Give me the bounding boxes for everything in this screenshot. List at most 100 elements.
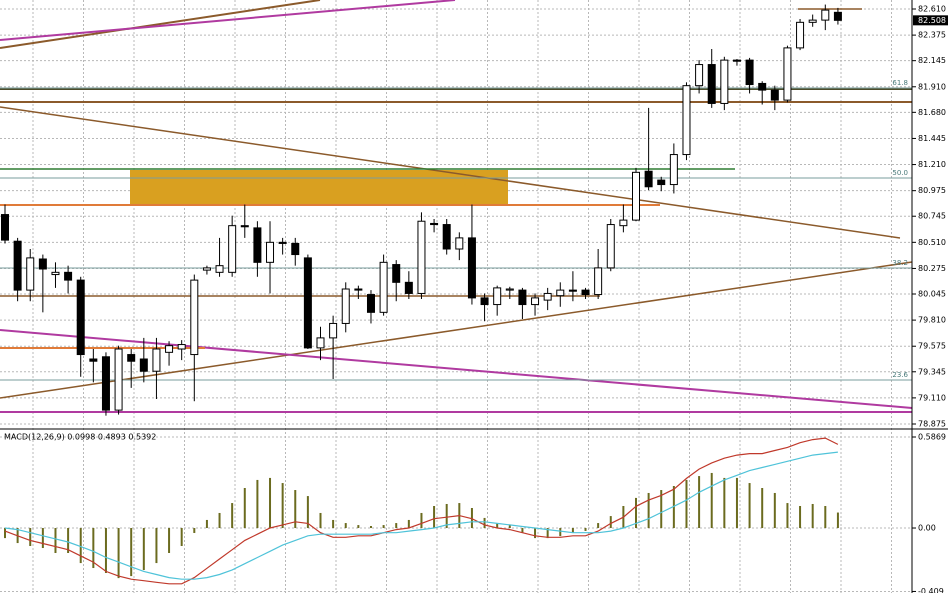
candle-body — [152, 348, 161, 372]
candle-body — [139, 358, 148, 372]
fib-label: 50.0 — [892, 169, 908, 177]
trend-line — [0, 329, 913, 409]
candle-body — [89, 358, 98, 362]
trend-line — [0, 0, 321, 49]
y-tick-label: 82.145 — [918, 56, 946, 65]
candle-body — [291, 242, 300, 256]
y-tick-label: 82.610 — [918, 5, 946, 14]
candle-body — [13, 240, 22, 291]
y-tick-label: 0.5869 — [918, 432, 946, 441]
candle-body — [644, 170, 653, 188]
candle-body — [594, 267, 603, 296]
candle-body — [467, 237, 476, 299]
trend-line — [0, 261, 913, 399]
candle-body — [329, 322, 338, 339]
y-tick-label: 79.110 — [918, 393, 946, 402]
last-price-label: 82.508 — [918, 16, 946, 25]
candle-body — [783, 47, 792, 101]
candle-body — [770, 89, 779, 101]
y-tick-label: 81.445 — [918, 134, 946, 143]
candle-body — [606, 224, 615, 269]
candle-body — [531, 297, 540, 306]
y-tick-label: 79.345 — [918, 367, 946, 376]
candle-body — [38, 258, 47, 270]
y-tick-label: 80.275 — [918, 264, 946, 273]
fib-label: 61.8 — [892, 79, 908, 87]
candle-body — [76, 279, 85, 356]
y-tick-label: 78.875 — [918, 420, 946, 429]
candle-body — [657, 179, 666, 186]
candle-body — [796, 21, 805, 49]
candle-body — [26, 257, 35, 291]
zone-box — [130, 170, 508, 205]
candle-body — [417, 220, 426, 294]
y-tick-label: 81.210 — [918, 160, 946, 169]
y-tick-label: 80.045 — [918, 290, 946, 299]
candle-body — [821, 9, 830, 21]
candle-body — [114, 348, 123, 411]
candle-body — [215, 265, 224, 273]
candle-body — [568, 289, 577, 292]
candle-body — [493, 287, 502, 306]
candle-body — [379, 261, 388, 313]
trend-line — [0, 0, 456, 41]
candle-body — [266, 241, 275, 263]
fib-label: 38.2 — [892, 259, 908, 267]
candle-body — [202, 267, 211, 271]
candle-body — [430, 222, 439, 226]
candle-body — [404, 281, 413, 294]
y-tick-label: 82.375 — [918, 31, 946, 40]
candle-body — [695, 64, 704, 87]
candle-body — [190, 279, 199, 356]
candle-body — [253, 227, 262, 263]
candle-body — [480, 297, 489, 306]
macd-title: MACD(12,26,9) 0.0998 0.4893 0.5392 — [4, 433, 156, 442]
candle-body — [833, 11, 842, 21]
y-tick-label: 80.510 — [918, 238, 946, 247]
y-tick-label: 81.910 — [918, 82, 946, 91]
candle-body — [543, 292, 552, 301]
fib-label: 23.6 — [892, 371, 908, 379]
candle-body — [101, 356, 110, 411]
y-tick-label: 0.00 — [918, 524, 936, 533]
y-tick-label: 80.975 — [918, 186, 946, 195]
candle-body — [51, 271, 60, 276]
macd-line — [4, 437, 839, 585]
candle-body — [64, 271, 73, 281]
candle-body — [240, 225, 249, 228]
candle-body — [581, 289, 590, 296]
last-price-box — [913, 15, 948, 26]
candle-body — [303, 257, 312, 349]
y-tick-label: -0.409 — [918, 587, 944, 593]
y-tick-label: 79.810 — [918, 316, 946, 325]
candle-body — [392, 264, 401, 283]
y-tick-label: 81.680 — [918, 108, 946, 117]
candle-body — [354, 288, 363, 291]
candle-body — [505, 288, 514, 291]
candle-body — [518, 289, 527, 306]
candle-body — [707, 64, 716, 104]
candle-body — [732, 59, 741, 62]
candle-body — [682, 85, 691, 156]
candle-body — [632, 171, 640, 221]
candle-body — [1, 214, 9, 241]
candle-body — [278, 241, 287, 244]
candle-body — [366, 294, 375, 313]
candle-body — [341, 288, 350, 324]
candle-body — [758, 82, 767, 91]
candle-body — [556, 289, 565, 297]
y-tick-label: 79.575 — [918, 342, 946, 351]
trend-line — [0, 106, 901, 239]
macd-line — [4, 451, 838, 580]
candle-body — [316, 337, 325, 349]
candle-body — [177, 344, 186, 350]
candle-body — [720, 59, 729, 104]
candle-body — [808, 19, 817, 23]
candle-body — [619, 219, 628, 227]
candle-body — [127, 354, 136, 362]
candle-body — [455, 237, 464, 250]
y-tick-label: 80.745 — [918, 212, 946, 221]
candle-body — [442, 224, 451, 250]
candle-body — [745, 59, 754, 86]
